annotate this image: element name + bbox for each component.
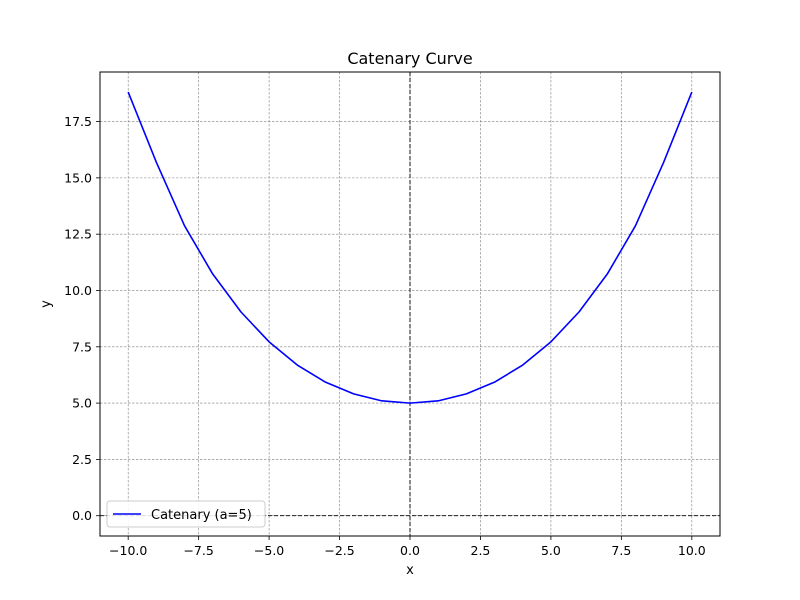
- x-tick-label: −2.5: [324, 543, 354, 558]
- chart-title: Catenary Curve: [347, 49, 472, 68]
- y-axis-label: y: [39, 300, 54, 308]
- y-tick-label: 12.5: [64, 227, 92, 242]
- y-tick-label: 17.5: [64, 114, 92, 129]
- y-tick-label: 2.5: [72, 452, 92, 467]
- series-line-catenary: [127, 91, 693, 404]
- x-tick-label: 5.0: [541, 543, 561, 558]
- x-axis-label: x: [406, 563, 414, 578]
- y-tick-label: 5.0: [72, 396, 92, 411]
- y-tick-label: 7.5: [72, 339, 92, 354]
- x-tick-label: −10.0: [109, 543, 147, 558]
- x-axis-ticks: −10.0 −7.5 −5.0 −2.5 0.0 2.5 5.0 7.5 10.0: [109, 536, 706, 558]
- y-axis-ticks: 0.0 2.5 5.0 7.5 10.0 12.5 15.0 17.5: [64, 114, 100, 523]
- y-tick-label: 10.0: [64, 283, 92, 298]
- series-layer: [127, 91, 693, 404]
- y-tick-label: 0.0: [72, 508, 92, 523]
- legend-box: [106, 500, 266, 528]
- x-tick-label: 2.5: [471, 543, 491, 558]
- legend-label-catenary: Catenary (a=5): [151, 508, 252, 523]
- y-tick-label: 15.0: [64, 170, 92, 185]
- legend: Catenary (a=5): [106, 500, 266, 528]
- x-tick-label: 10.0: [678, 543, 706, 558]
- x-tick-label: 7.5: [611, 543, 631, 558]
- x-tick-label: 0.0: [400, 543, 420, 558]
- x-tick-label: −7.5: [183, 543, 213, 558]
- x-tick-label: −5.0: [254, 543, 284, 558]
